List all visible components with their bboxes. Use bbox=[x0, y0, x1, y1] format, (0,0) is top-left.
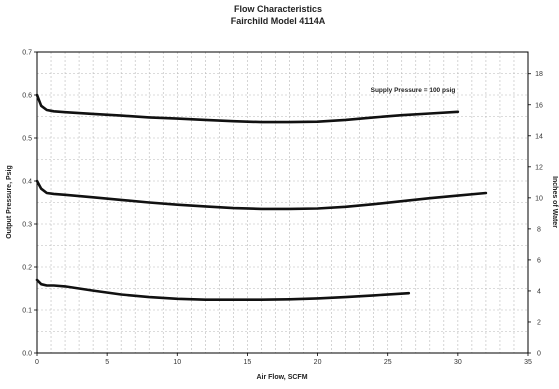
chart-subtitle: Fairchild Model 4114A bbox=[231, 16, 326, 26]
x-tick-label: 10 bbox=[173, 359, 181, 366]
x-tick-label: 30 bbox=[454, 359, 462, 366]
y-tick-label: 0.6 bbox=[22, 93, 32, 100]
y-tick-label: 0.4 bbox=[22, 179, 32, 186]
y-tick-label: 0.3 bbox=[22, 222, 32, 229]
x-axis-label: Air Flow, SCFM bbox=[256, 374, 307, 381]
series-line-3 bbox=[35, 278, 411, 301]
series-lines bbox=[35, 93, 488, 301]
y2-tick-label: 4 bbox=[537, 288, 541, 295]
y-tick-label: 0.5 bbox=[22, 136, 32, 143]
series-line-1 bbox=[35, 93, 460, 124]
x-tick-label: 35 bbox=[524, 359, 532, 366]
y-axis-label: Output Pressure, Psig bbox=[6, 165, 13, 239]
x-tick-label: 25 bbox=[384, 359, 392, 366]
y2-tick-label: 6 bbox=[537, 257, 541, 264]
y2-tick-label: 14 bbox=[535, 133, 543, 140]
y2-tick-label: 2 bbox=[537, 319, 541, 326]
y2-tick-label: 12 bbox=[535, 164, 543, 171]
gridlines bbox=[37, 52, 528, 353]
y2-tick-label: 0 bbox=[537, 351, 541, 358]
x-tick-label: 5 bbox=[105, 359, 109, 366]
y-tick-label: 0.2 bbox=[22, 265, 32, 272]
plot-area-frame bbox=[36, 51, 529, 354]
x-tick-label: 20 bbox=[314, 359, 322, 366]
y2-tick-label: 8 bbox=[537, 226, 541, 233]
y2-axis-label: Inches of Water bbox=[551, 176, 558, 228]
y-tick-label: 0.7 bbox=[22, 50, 32, 57]
supply-pressure-annotation: Supply Pressure = 100 psig bbox=[371, 87, 456, 94]
y2-tick-label: 10 bbox=[535, 195, 543, 202]
y2-tick-label: 18 bbox=[535, 71, 543, 78]
series-line-2 bbox=[35, 179, 488, 211]
x-tick-label: 0 bbox=[35, 359, 39, 366]
y-tick-label: 0.1 bbox=[22, 308, 32, 315]
y-tick-label: 0.0 bbox=[22, 351, 32, 358]
y2-tick-label: 16 bbox=[535, 102, 543, 109]
axis-ticks: 0 5 10 15 20 25 30 35 0.0 0.1 0.2 0.3 0.4 0.5 0.6 0.7 0 2… bbox=[22, 50, 543, 367]
x-tick-label: 15 bbox=[244, 359, 252, 366]
chart-title: Flow Characteristics bbox=[234, 4, 322, 14]
